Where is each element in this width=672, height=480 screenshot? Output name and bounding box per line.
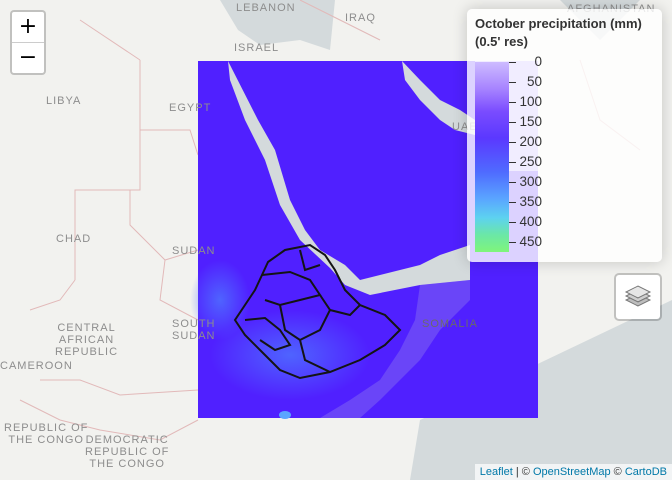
zoom-in-button[interactable]: + bbox=[12, 12, 44, 43]
osm-link[interactable]: OpenStreetMap bbox=[532, 466, 611, 478]
legend-tick-label: 50 bbox=[526, 74, 542, 89]
legend-tick-mark bbox=[509, 142, 516, 143]
legend-tick-label: 250 bbox=[519, 154, 542, 169]
legend-tick-label: 400 bbox=[519, 214, 542, 229]
legend-color-ramp bbox=[475, 62, 509, 252]
label-central-african-republic: CENTRAL AFRICAN REPUBLIC bbox=[55, 322, 119, 358]
attribution: Leaflet | © OpenStreetMap © CartoDB bbox=[474, 464, 672, 480]
indian-ocean bbox=[410, 300, 672, 480]
rain-spot bbox=[279, 411, 291, 419]
layers-control-button[interactable] bbox=[614, 273, 662, 321]
cartodb-link[interactable]: CartoDB bbox=[624, 466, 667, 478]
legend-tick-mark bbox=[509, 222, 516, 223]
legend-tick-mark bbox=[509, 102, 516, 103]
legend: October precipitation (mm) (0.5' res) 0 5… bbox=[467, 9, 662, 262]
leaflet-link[interactable]: Leaflet bbox=[479, 466, 513, 478]
label-drc: DEMOCRATIC REPUBLIC OF THE CONGO bbox=[85, 434, 170, 470]
legend-tick-mark bbox=[509, 182, 516, 183]
ethiopia-highlands-rain bbox=[210, 310, 370, 400]
legend-tick-mark bbox=[509, 162, 516, 163]
red-sea bbox=[228, 61, 470, 295]
legend-tick-mark bbox=[509, 62, 516, 63]
layers-icon bbox=[624, 285, 652, 307]
label-iraq: IRAQ bbox=[345, 12, 376, 24]
mediterranean-sea bbox=[0, 0, 335, 50]
label-lebanon: LEBANON bbox=[236, 2, 296, 14]
legend-tick-label: 100 bbox=[519, 94, 542, 109]
label-cameroon: CAMEROON bbox=[0, 360, 73, 372]
label-libya: LIBYA bbox=[46, 95, 82, 107]
somali-coast-shade bbox=[320, 280, 470, 418]
legend-tick-label: 150 bbox=[519, 114, 542, 129]
label-sudan: SUDAN bbox=[172, 245, 216, 257]
legend-tick-mark bbox=[509, 202, 516, 203]
label-israel: ISRAEL bbox=[234, 42, 280, 54]
legend-title: October precipitation (mm) (0.5' res) bbox=[475, 16, 642, 49]
admin-boundaries bbox=[233, 243, 402, 380]
legend-tick-label: 0 bbox=[534, 54, 542, 69]
zoom-control: + − bbox=[10, 10, 46, 75]
legend-tick-label: 450 bbox=[519, 234, 542, 249]
label-republic-of-the-congo: REPUBLIC OF THE CONGO bbox=[4, 422, 89, 446]
legend-tick-label: 200 bbox=[519, 134, 542, 149]
label-chad: CHAD bbox=[56, 233, 92, 245]
label-south-sudan: SOUTH SUDAN bbox=[172, 318, 216, 342]
legend-tick-mark bbox=[509, 122, 516, 123]
persian-gulf bbox=[402, 61, 475, 135]
label-egypt: EGYPT bbox=[169, 102, 212, 114]
label-somalia: SOMALIA bbox=[422, 318, 478, 330]
legend-tick-label: 350 bbox=[519, 194, 542, 209]
legend-tick-mark bbox=[509, 242, 516, 243]
zoom-out-button[interactable]: − bbox=[18, 45, 38, 70]
legend-tick-mark bbox=[509, 82, 516, 83]
legend-tick-label: 300 bbox=[519, 174, 542, 189]
